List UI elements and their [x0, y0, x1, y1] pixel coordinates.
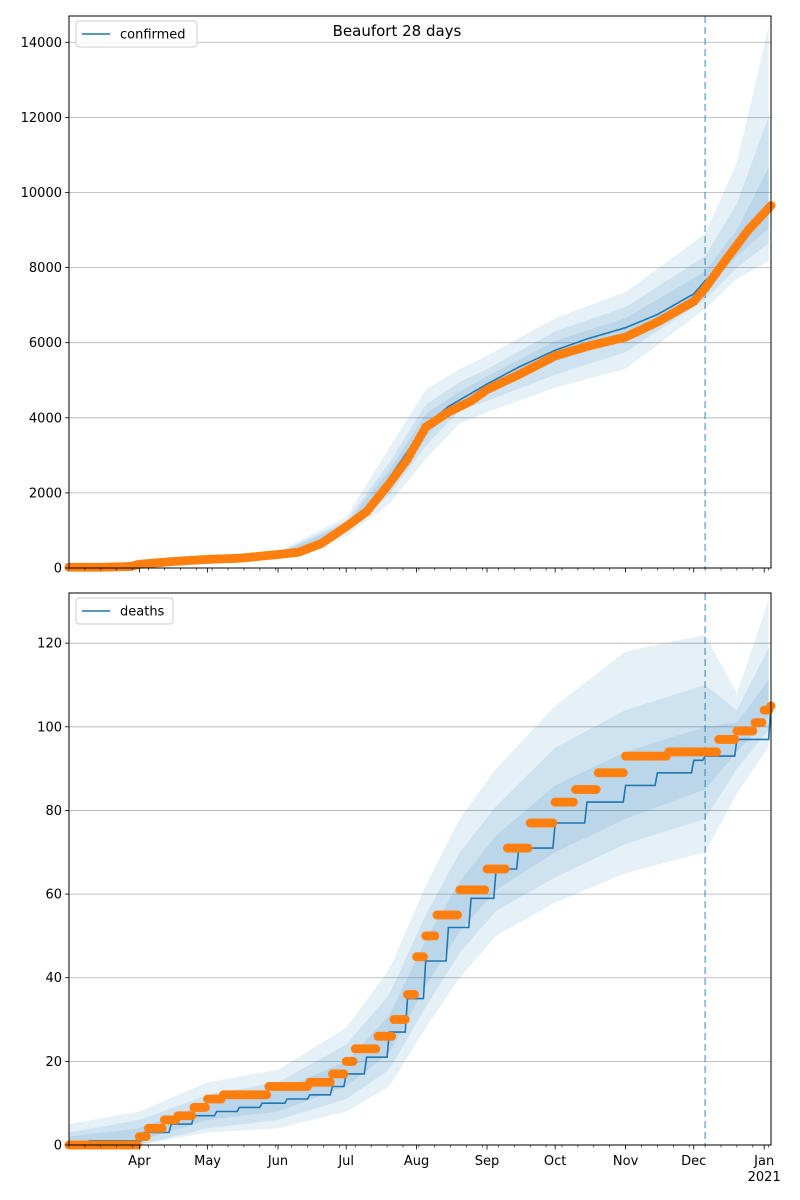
band-outer	[69, 25, 769, 569]
y-tick-label: 12000	[21, 111, 62, 126]
x-tick-label: Jan	[753, 1154, 774, 1169]
y-tick-label: 0	[54, 1139, 62, 1154]
observed-point	[618, 768, 628, 778]
x-tick-label: Jun	[267, 1154, 288, 1169]
confirmed-legend-box	[75, 20, 198, 48]
y-tick-label: 120	[37, 637, 62, 652]
observed-point	[157, 1123, 167, 1133]
deaths-uncertainty-bands	[69, 599, 769, 1145]
x-tick-label: Oct	[544, 1154, 566, 1169]
x-tick-label: May	[194, 1154, 221, 1169]
deaths-y-axis: 0 20 40 60 80 100 120	[37, 637, 69, 1154]
chart-title: Beaufort 28 days	[333, 22, 462, 40]
x-tick-label: Apr	[128, 1154, 151, 1169]
band-inner	[69, 679, 769, 1145]
x-tick-label: Dec	[681, 1154, 706, 1169]
observed-point	[348, 1056, 358, 1066]
confirmed-legend: confirmed	[75, 20, 198, 48]
x-tick-label: Nov	[613, 1154, 639, 1169]
observed-point	[480, 885, 490, 895]
y-tick-label: 40	[45, 971, 62, 986]
y-tick-label: 0	[54, 562, 62, 577]
observed-point	[500, 864, 510, 874]
observed-point	[523, 843, 533, 853]
observed-point	[400, 1015, 410, 1024]
observed-point	[262, 1090, 272, 1100]
y-tick-label: 10000	[21, 186, 62, 201]
observed-point	[548, 818, 558, 828]
y-tick-label: 14000	[21, 36, 62, 51]
observed-point	[387, 1031, 397, 1041]
deaths-legend-box	[75, 597, 174, 625]
confirmed-legend-label: confirmed	[120, 28, 186, 43]
confirmed-axes-frame	[68, 15, 772, 569]
observed-point	[141, 1132, 151, 1142]
observed-point	[757, 718, 767, 728]
observed-point	[730, 734, 740, 744]
y-tick-label: 80	[45, 804, 62, 819]
observed-point	[187, 1111, 197, 1121]
y-tick-label: 100	[37, 720, 62, 735]
y-tick-label: 20	[45, 1055, 62, 1070]
confirmed-uncertainty-bands	[69, 25, 769, 569]
band-middle	[69, 116, 769, 568]
y-tick-label: 6000	[29, 336, 62, 351]
observed-point	[371, 1044, 381, 1054]
y-tick-label: 60	[45, 888, 62, 903]
observed-point	[325, 1077, 335, 1087]
y-tick-label: 2000	[29, 486, 62, 501]
confirmed-x-axis	[68, 568, 770, 573]
confirmed-panel: 0 2000 4000 6000 8000 10000 12000 14000 Beaufor…	[21, 15, 776, 577]
observed-point	[712, 747, 721, 757]
deaths-model-line	[69, 701, 772, 1146]
observed-point	[339, 1069, 349, 1079]
x-tick-label: 2021	[748, 1170, 781, 1185]
confirmed-observed-points	[64, 201, 776, 572]
deaths-axes-frame	[68, 592, 772, 1146]
x-tick-label: Sep	[475, 1154, 500, 1169]
deaths-legend: deaths	[75, 597, 174, 625]
deaths-observed-points	[64, 701, 776, 1150]
model-series-line	[69, 701, 772, 1146]
band-outer	[69, 599, 769, 1145]
x-tick-label: Aug	[404, 1154, 429, 1169]
confirmed-gridlines	[69, 41, 771, 494]
deaths-legend-label: deaths	[120, 605, 165, 620]
observed-point	[453, 910, 462, 920]
deaths-gridlines	[69, 642, 771, 1062]
band-middle	[69, 647, 769, 1145]
observed-point	[748, 726, 758, 736]
y-tick-label: 8000	[29, 261, 62, 276]
observed-point	[591, 785, 601, 794]
observed-point	[568, 797, 578, 807]
confirmed-y-axis: 0 2000 4000 6000 8000 10000 12000 14000	[21, 36, 69, 577]
x-tick-label: Jul	[337, 1154, 354, 1169]
observed-point	[430, 931, 440, 941]
deaths-panel: 0 20 40 60 80 100 120 Apr May Jun Jul Aug Sep Oct Nov…	[37, 592, 781, 1185]
y-tick-label: 4000	[29, 411, 62, 426]
observed-point	[409, 990, 419, 999]
observed-point	[200, 1102, 210, 1112]
observed-point	[418, 952, 428, 962]
